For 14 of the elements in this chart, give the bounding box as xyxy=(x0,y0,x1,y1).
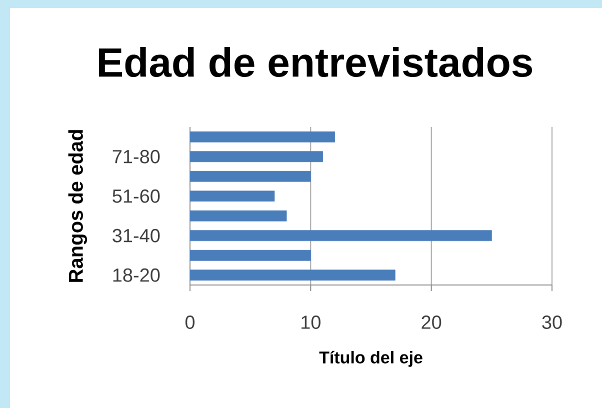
x-axis-title: Título del eje xyxy=(319,350,422,367)
bar xyxy=(190,151,323,162)
x-tick-label: 20 xyxy=(422,316,442,329)
x-tick-label: 30 xyxy=(542,316,562,329)
x-tick-label: 0 xyxy=(185,316,195,329)
y-tick-label: 51-60 xyxy=(112,189,160,203)
y-tick-label: 71-80 xyxy=(112,150,160,164)
y-tick-label: 31-40 xyxy=(112,228,160,242)
bar xyxy=(190,210,287,222)
x-tick-label: 10 xyxy=(302,316,320,329)
bar xyxy=(190,270,396,281)
y-axis-title: Rangos de edad xyxy=(68,130,88,282)
y-tick-label: 18-20 xyxy=(113,268,160,282)
chart-title: Edad de entrevistados xyxy=(99,46,532,78)
